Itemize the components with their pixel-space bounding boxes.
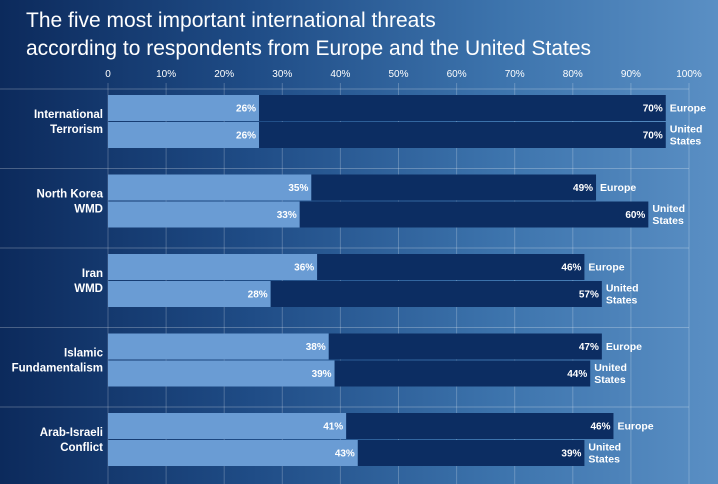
bar-segment (259, 122, 666, 148)
data-label: 38% (306, 342, 326, 353)
x-tick-label: 90% (621, 69, 641, 80)
bar-segment (108, 95, 260, 121)
bar-segment (328, 333, 602, 360)
data-label: 33% (277, 210, 297, 221)
respondent-label: Europe (617, 421, 653, 433)
bar-segment (108, 201, 300, 228)
data-label: 46% (561, 263, 581, 274)
x-tick-label: 60% (447, 69, 467, 80)
data-label: 70% (643, 131, 663, 142)
data-label: 70% (643, 104, 663, 115)
category-label: Iran (82, 268, 103, 280)
x-tick-label: 100% (676, 69, 702, 80)
chart-title: The five most important international th… (26, 7, 591, 63)
data-label: 44% (567, 369, 587, 380)
x-tick-label: 40% (330, 69, 350, 80)
bar-segment (334, 360, 591, 387)
bar-segment (108, 281, 271, 307)
bar-segment (108, 122, 260, 148)
category-label: WMD (74, 283, 103, 295)
respondent-label: States (606, 295, 638, 307)
data-label: 26% (236, 104, 256, 115)
data-label: 60% (625, 210, 645, 221)
data-label: 39% (561, 449, 581, 460)
data-label: 43% (335, 449, 355, 460)
bar-segment (108, 413, 347, 439)
category-label: International (34, 109, 103, 121)
bar-segment (108, 174, 312, 201)
bar-segment (108, 333, 329, 360)
bar-segment (270, 281, 602, 307)
bar-segment (299, 201, 649, 228)
respondent-label: States (670, 136, 702, 148)
respondent-label: States (652, 215, 684, 227)
x-tick-label: 50% (388, 69, 408, 80)
category-label: Terrorism (50, 124, 103, 136)
respondent-label: United (652, 203, 685, 215)
data-label: 49% (573, 183, 593, 194)
bar-segment (357, 440, 585, 466)
bar-segment (346, 413, 614, 439)
data-label: 57% (579, 290, 599, 301)
respondent-label: Europe (670, 103, 706, 115)
x-tick-label: 10% (156, 69, 176, 80)
bar-segment (108, 440, 358, 466)
category-label: North Korea (37, 189, 104, 201)
chart-title-line-1: The five most important international th… (26, 9, 436, 32)
bar-segment (311, 174, 597, 201)
respondent-label: Europe (606, 341, 642, 353)
bar-segment (108, 360, 335, 387)
x-tick-label: 80% (563, 69, 583, 80)
data-label: 46% (590, 422, 610, 433)
x-tick-label: 70% (505, 69, 525, 80)
data-label: 47% (579, 342, 599, 353)
data-label: 26% (236, 131, 256, 142)
respondent-label: United (670, 124, 703, 136)
category-label: Arab-Israeli (40, 427, 103, 439)
bar-segment (259, 95, 666, 121)
bar-segment (108, 254, 318, 280)
respondent-label: States (594, 374, 626, 386)
data-label: 35% (288, 183, 308, 194)
respondent-label: United (588, 442, 621, 454)
data-label: 28% (248, 290, 268, 301)
data-label: 41% (323, 422, 343, 433)
respondent-label: Europe (600, 182, 636, 194)
x-tick-label: 0 (105, 69, 111, 80)
category-label: WMD (74, 204, 103, 216)
respondent-label: United (594, 362, 627, 374)
x-tick-label: 20% (214, 69, 234, 80)
x-tick-label: 30% (272, 69, 292, 80)
chart-title-line-2: according to respondents from Europe and… (26, 37, 592, 60)
category-label: Fundamentalism (12, 363, 103, 375)
data-label: 36% (294, 263, 314, 274)
respondent-label: States (588, 454, 620, 466)
bar-segment (317, 254, 585, 280)
respondent-label: United (606, 283, 639, 295)
respondent-label: Europe (588, 262, 624, 274)
category-label: Islamic (64, 348, 104, 360)
data-label: 39% (312, 369, 332, 380)
category-label: Conflict (60, 442, 103, 454)
